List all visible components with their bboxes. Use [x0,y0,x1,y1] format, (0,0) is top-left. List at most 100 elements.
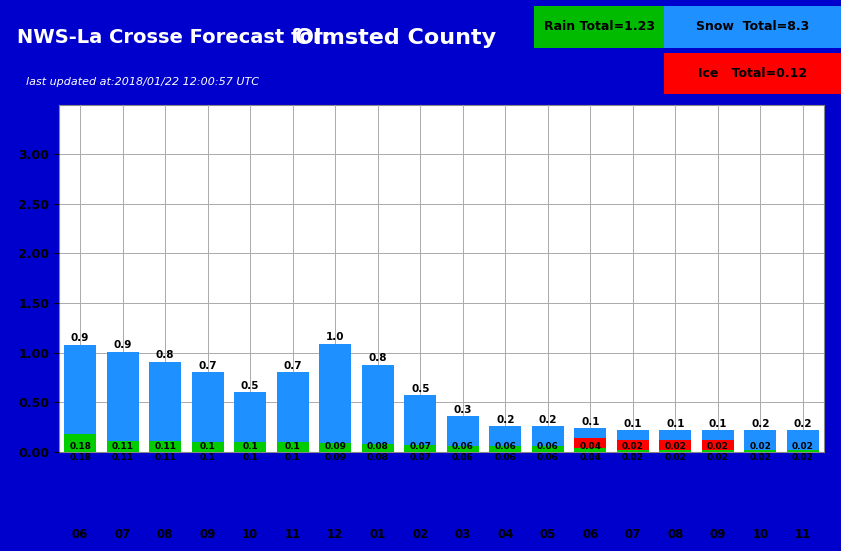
Text: 0.04: 0.04 [579,442,601,451]
Bar [235,392,266,442]
Text: 1.0: 1.0 [326,332,345,342]
Text: 0.2: 0.2 [538,414,557,424]
Text: 01: 01 [370,528,386,541]
Text: 0.02: 0.02 [707,452,729,462]
Text: 0.09: 0.09 [325,442,346,451]
Text: 0.1: 0.1 [624,419,642,429]
Bar [744,430,776,450]
Text: 0.02: 0.02 [621,452,644,462]
Text: Olmsted County: Olmsted County [294,28,496,48]
Text: Ice   Total=0.12: Ice Total=0.12 [698,67,807,80]
Text: 0.1: 0.1 [242,452,258,462]
Text: 0.8: 0.8 [368,353,387,363]
Bar [702,430,734,440]
Bar [659,440,691,450]
Bar [659,430,691,440]
Bar [532,426,563,446]
Bar [149,441,181,452]
FancyBboxPatch shape [534,6,664,47]
Bar [277,442,309,452]
Text: 0.2: 0.2 [496,414,515,424]
Bar [617,430,648,440]
Bar [532,446,563,452]
Text: 07: 07 [625,528,641,541]
Bar [192,372,224,442]
Bar [405,445,436,452]
Text: 0.7: 0.7 [198,361,217,371]
Text: 0.02: 0.02 [621,442,644,451]
Bar [787,450,819,452]
Text: 0.07: 0.07 [410,452,431,462]
Text: 0.11: 0.11 [112,452,134,462]
Text: Snow  Total=8.3: Snow Total=8.3 [696,20,809,33]
Text: 0.18: 0.18 [69,452,91,462]
Bar [320,344,352,443]
Bar [617,450,648,452]
Text: 06: 06 [582,528,599,541]
Text: 02: 02 [412,528,428,541]
Text: 0.08: 0.08 [367,452,389,462]
Text: 03: 03 [455,528,471,541]
Text: 0.06: 0.06 [452,442,473,451]
Text: 0.2: 0.2 [794,419,812,429]
Bar [447,446,479,452]
Text: 09: 09 [199,528,216,541]
Text: 0.8: 0.8 [156,350,174,360]
Text: 0.11: 0.11 [112,442,134,451]
Bar [447,416,479,446]
Text: 0.2: 0.2 [751,419,770,429]
FancyBboxPatch shape [664,6,841,47]
Text: 07: 07 [114,528,130,541]
Text: 05: 05 [540,528,556,541]
Bar [787,430,819,450]
Text: 10: 10 [242,528,258,541]
Text: 0.06: 0.06 [537,442,558,451]
Text: last updated at:2018/01/22 12:00:57 UTC: last updated at:2018/01/22 12:00:57 UTC [26,77,260,88]
Text: 0.07: 0.07 [410,442,431,451]
Text: 0.06: 0.06 [495,442,516,451]
Text: 06: 06 [72,528,88,541]
Text: 0.02: 0.02 [749,452,771,462]
Text: 0.02: 0.02 [749,442,771,451]
Text: 11: 11 [284,528,301,541]
Bar [702,440,734,450]
Bar [744,450,776,452]
Text: 12: 12 [327,528,343,541]
Text: 0.5: 0.5 [241,381,259,391]
Bar [574,438,606,448]
Bar [149,361,181,441]
Bar [192,442,224,452]
Text: 0.9: 0.9 [114,340,132,350]
Text: 0.1: 0.1 [709,419,727,429]
Text: 0.02: 0.02 [707,442,729,451]
Text: 0.02: 0.02 [792,442,814,451]
Text: 0.09: 0.09 [325,452,346,462]
Bar [659,450,691,452]
Bar [489,426,521,446]
Text: 0.1: 0.1 [666,419,685,429]
Text: 0.11: 0.11 [154,452,176,462]
Text: 0.02: 0.02 [664,442,686,451]
Bar [574,428,606,438]
Text: 0.9: 0.9 [71,333,89,343]
Bar [277,372,309,442]
Text: 04: 04 [497,528,514,541]
Text: 0.06: 0.06 [452,452,473,462]
Text: 0.1: 0.1 [581,417,600,426]
Text: NWS-La Crosse Forecast for:: NWS-La Crosse Forecast for: [17,28,331,47]
Bar [64,345,96,434]
Text: 0.06: 0.06 [537,452,558,462]
Bar [107,441,139,452]
Text: 09: 09 [710,528,726,541]
Text: 0.08: 0.08 [367,442,389,451]
Text: 0.02: 0.02 [792,452,814,462]
Text: 10: 10 [753,528,769,541]
Bar [235,442,266,452]
Text: Rain Total=1.23: Rain Total=1.23 [544,20,655,33]
Text: 0.1: 0.1 [285,452,300,462]
Bar [617,440,648,450]
Text: 0.1: 0.1 [200,452,215,462]
Bar [107,352,139,441]
FancyBboxPatch shape [664,52,841,94]
Bar [362,444,394,452]
